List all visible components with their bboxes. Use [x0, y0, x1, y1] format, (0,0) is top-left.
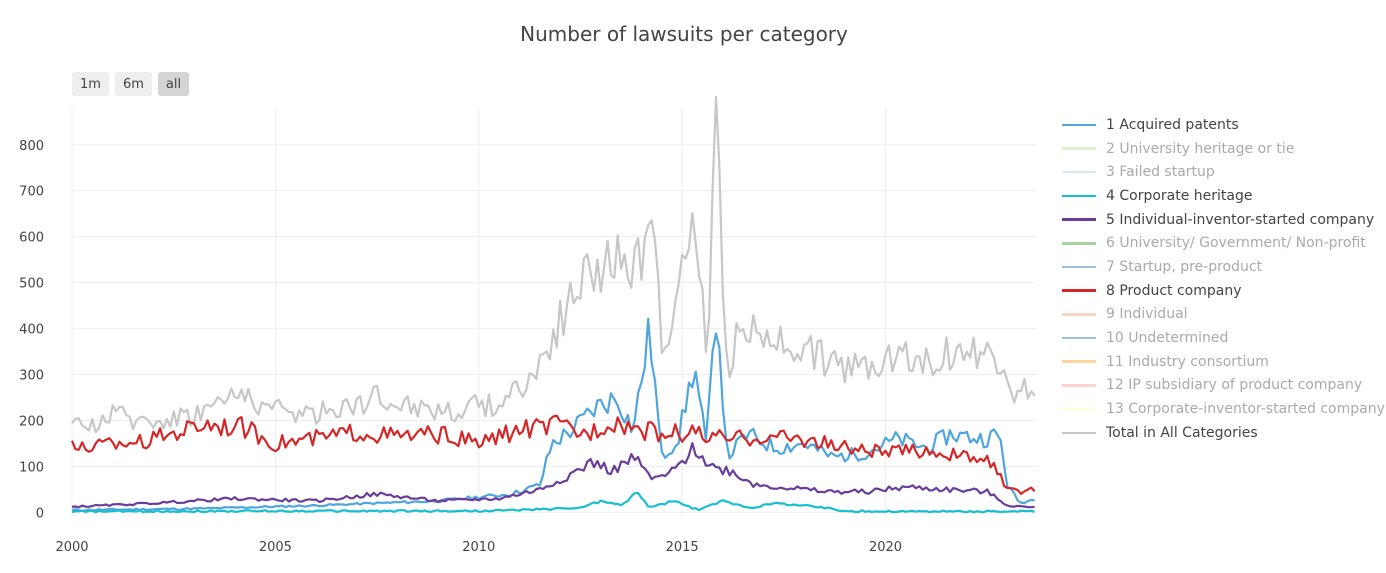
x-tick-label: 2020: [869, 540, 902, 555]
legend-swatch: [1062, 360, 1096, 363]
y-tick-label: 200: [19, 414, 44, 429]
legend-swatch: [1062, 147, 1096, 150]
legend-label: 9 Individual: [1106, 306, 1188, 322]
x-tick-label: 2005: [259, 540, 292, 555]
legend-swatch: [1062, 313, 1096, 316]
legend-label: 8 Product company: [1106, 283, 1242, 299]
legend-label: 5 Individual-inventor-started company: [1106, 212, 1374, 228]
legend-swatch: [1062, 289, 1096, 292]
legend-label: 2 University heritage or tie: [1106, 141, 1294, 157]
legend-item-6[interactable]: 6 University/ Government/ Non-profit: [1062, 231, 1385, 255]
legend-item-13[interactable]: 13 Corporate-inventor-started company: [1062, 397, 1385, 421]
legend-item-5[interactable]: 5 Individual-inventor-started company: [1062, 208, 1385, 232]
y-tick-label: 500: [19, 277, 44, 292]
legend-label: 6 University/ Government/ Non-profit: [1106, 235, 1366, 251]
legend-item-9[interactable]: 9 Individual: [1062, 303, 1385, 327]
legend-item-4[interactable]: 4 Corporate heritage: [1062, 184, 1385, 208]
legend-swatch: [1062, 124, 1096, 127]
legend-label: 1 Acquired patents: [1106, 117, 1239, 133]
legend: 1 Acquired patents 2 University heritage …: [1062, 113, 1385, 445]
x-tick-label: 2015: [666, 540, 699, 555]
y-tick-label: 0: [36, 506, 44, 521]
legend-item-2[interactable]: 2 University heritage or tie: [1062, 137, 1385, 161]
x-tick-label: 2000: [55, 540, 88, 555]
line-chart: 0 100 200 300 400 500 600 700 800 2000 2005 2010 201…: [0, 0, 1050, 573]
x-tick-label: 2010: [462, 540, 495, 555]
y-tick-label: 300: [19, 369, 44, 384]
legend-label: 13 Corporate-inventor-started company: [1106, 401, 1385, 417]
y-tick-label: 700: [19, 185, 44, 200]
y-tick-label: 100: [19, 460, 44, 475]
legend-item-1[interactable]: 1 Acquired patents: [1062, 113, 1385, 137]
legend-label: 12 IP subsidiary of product company: [1106, 377, 1362, 393]
legend-label: Total in All Categories: [1106, 425, 1258, 441]
legend-swatch: [1062, 218, 1096, 221]
legend-label: 11 Industry consortium: [1106, 354, 1269, 370]
grid-lines: [72, 108, 1036, 517]
series-lines: [72, 97, 1035, 512]
series-line-8: [72, 416, 1035, 494]
legend-item-7[interactable]: 7 Startup, pre-product: [1062, 255, 1385, 279]
legend-item-11[interactable]: 11 Industry consortium: [1062, 350, 1385, 374]
legend-swatch: [1062, 171, 1096, 174]
legend-label: 3 Failed startup: [1106, 164, 1215, 180]
y-tick-label: 800: [19, 139, 44, 154]
y-tick-label: 400: [19, 323, 44, 338]
legend-swatch: [1062, 408, 1096, 411]
legend-label: 10 Undetermined: [1106, 330, 1228, 346]
legend-swatch: [1062, 337, 1096, 340]
legend-item-8[interactable]: 8 Product company: [1062, 279, 1385, 303]
legend-swatch: [1062, 242, 1096, 245]
legend-swatch: [1062, 384, 1096, 387]
legend-item-12[interactable]: 12 IP subsidiary of product company: [1062, 374, 1385, 398]
series-line-4: [72, 493, 1035, 512]
series-line-14: [72, 97, 1035, 432]
legend-label: 4 Corporate heritage: [1106, 188, 1253, 204]
legend-item-14[interactable]: Total in All Categories: [1062, 421, 1385, 445]
y-tick-label: 600: [19, 231, 44, 246]
legend-item-10[interactable]: 10 Undetermined: [1062, 326, 1385, 350]
legend-swatch: [1062, 266, 1096, 269]
legend-swatch: [1062, 195, 1096, 198]
legend-item-3[interactable]: 3 Failed startup: [1062, 160, 1385, 184]
legend-label: 7 Startup, pre-product: [1106, 259, 1262, 275]
legend-swatch: [1062, 432, 1096, 435]
